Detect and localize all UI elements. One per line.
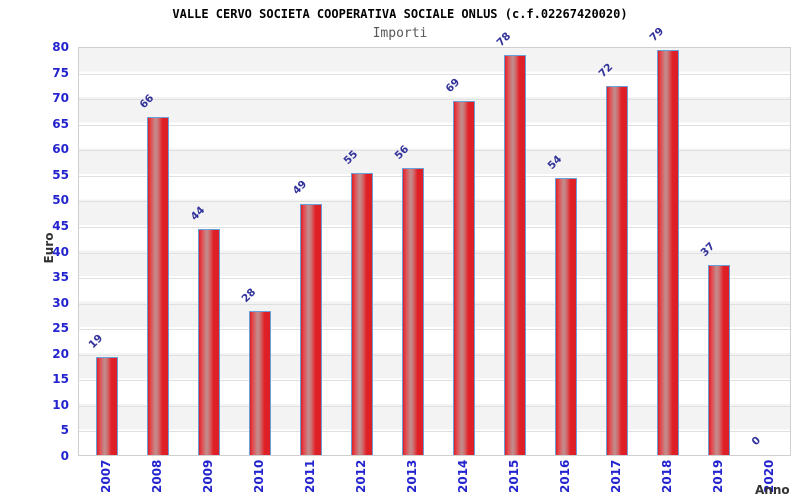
gridline-30	[79, 303, 790, 305]
gridline-60	[79, 150, 790, 152]
chart-title: VALLE CERVO SOCIETA COOPERATIVA SOCIALE …	[172, 7, 628, 21]
gridline-20	[79, 354, 790, 356]
gridline-25	[79, 329, 790, 331]
y-tick-5: 5	[60, 423, 69, 438]
y-tick-60: 60	[52, 142, 69, 157]
x-tick-2007: 2007	[99, 459, 113, 493]
x-tick-2008: 2008	[150, 459, 164, 493]
gridline-35	[79, 278, 790, 280]
y-tick-40: 40	[52, 244, 69, 259]
y-tick-75: 75	[52, 65, 69, 80]
y-tick-30: 30	[52, 295, 69, 310]
y-tick-45: 45	[52, 218, 69, 233]
y-tick-35: 35	[52, 270, 69, 285]
gridline-5	[79, 431, 790, 433]
x-tick-2010: 2010	[252, 459, 266, 493]
y-tick-70: 70	[52, 91, 69, 106]
bar-2016	[555, 177, 577, 455]
bar-2012	[351, 172, 373, 455]
gridline-40	[79, 252, 790, 254]
gridline-75	[79, 73, 790, 75]
bar-2010	[249, 310, 271, 455]
x-tick-2013: 2013	[405, 459, 419, 493]
bar-2015	[504, 55, 526, 455]
bar-2014	[453, 101, 475, 455]
x-tick-2014: 2014	[456, 459, 470, 493]
x-tick-2009: 2009	[201, 459, 215, 493]
y-tick-80: 80	[52, 40, 69, 54]
y-tick-25: 25	[52, 321, 69, 336]
y-tick-65: 65	[52, 116, 69, 131]
gridline-70	[79, 99, 790, 101]
gridline-45	[79, 226, 790, 228]
gridline-55	[79, 175, 790, 177]
gridline-65	[79, 124, 790, 126]
y-tick-20: 20	[52, 346, 69, 361]
bar-2007	[96, 356, 118, 455]
plot-area	[78, 47, 791, 456]
gridline-15	[79, 380, 790, 382]
x-tick-2018: 2018	[660, 459, 674, 493]
bar-2011	[300, 203, 322, 455]
bar-2017	[606, 85, 628, 455]
y-tick-15: 15	[52, 372, 69, 387]
x-tick-2011: 2011	[303, 459, 317, 493]
chart-subtitle: Importi	[372, 26, 428, 41]
x-tick-2016: 2016	[558, 459, 572, 493]
bar-2013	[402, 167, 424, 455]
x-tick-2015: 2015	[507, 459, 521, 493]
x-tick-2017: 2017	[609, 459, 623, 493]
y-tick-50: 50	[52, 193, 69, 208]
y-tick-10: 10	[52, 397, 69, 412]
x-axis-title: Anno	[755, 483, 790, 497]
gridline-10	[79, 405, 790, 407]
x-tick-2019: 2019	[711, 459, 725, 493]
y-tick-0: 0	[60, 449, 69, 463]
bar-2019	[708, 264, 730, 455]
bar-2008	[147, 116, 169, 455]
x-tick-2012: 2012	[354, 459, 368, 493]
y-tick-55: 55	[52, 167, 69, 182]
bar-2009	[198, 229, 220, 455]
bar-2018	[657, 50, 679, 455]
gridline-50	[79, 201, 790, 203]
